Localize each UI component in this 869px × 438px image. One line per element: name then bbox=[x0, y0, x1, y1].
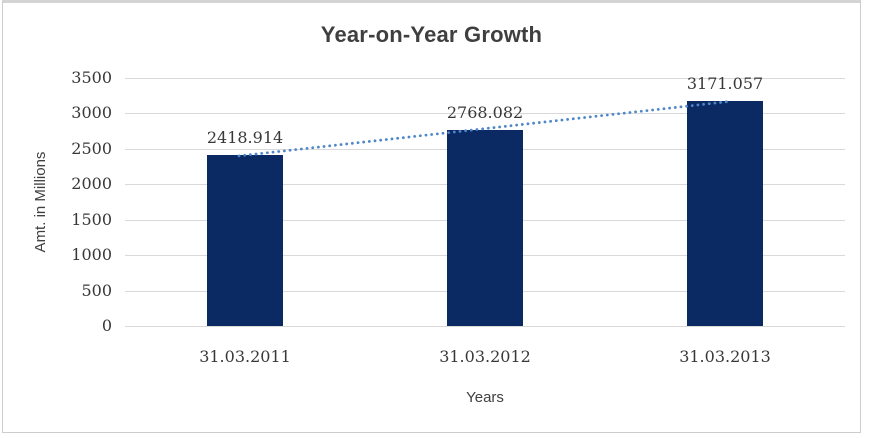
data-label: 2768.082 bbox=[446, 102, 524, 122]
data-label: 2418.914 bbox=[206, 127, 284, 147]
bar bbox=[207, 154, 283, 326]
chart-title: Year-on-Year Growth bbox=[320, 22, 543, 47]
category-label: 31.03.2013 bbox=[679, 347, 771, 366]
bar bbox=[687, 101, 763, 326]
y-tick-label: 500 bbox=[81, 280, 112, 300]
y-tick-label: 0 bbox=[101, 316, 112, 335]
data-label: 3171.057 bbox=[686, 74, 764, 94]
y-tick-label: 3500 bbox=[71, 68, 112, 87]
y-tick-label: 1000 bbox=[71, 245, 112, 265]
gridline bbox=[125, 326, 845, 327]
gridline bbox=[125, 78, 845, 79]
x-axis-title: Years bbox=[466, 389, 504, 406]
y-tick-label: 1500 bbox=[71, 209, 112, 229]
category-label: 31.03.2012 bbox=[439, 347, 531, 366]
y-tick-label: 3000 bbox=[71, 103, 112, 123]
category-label: 31.03.2011 bbox=[199, 347, 291, 366]
bar bbox=[447, 129, 523, 326]
y-tick-label: 2000 bbox=[71, 174, 112, 194]
y-tick-label: 2500 bbox=[71, 138, 112, 158]
